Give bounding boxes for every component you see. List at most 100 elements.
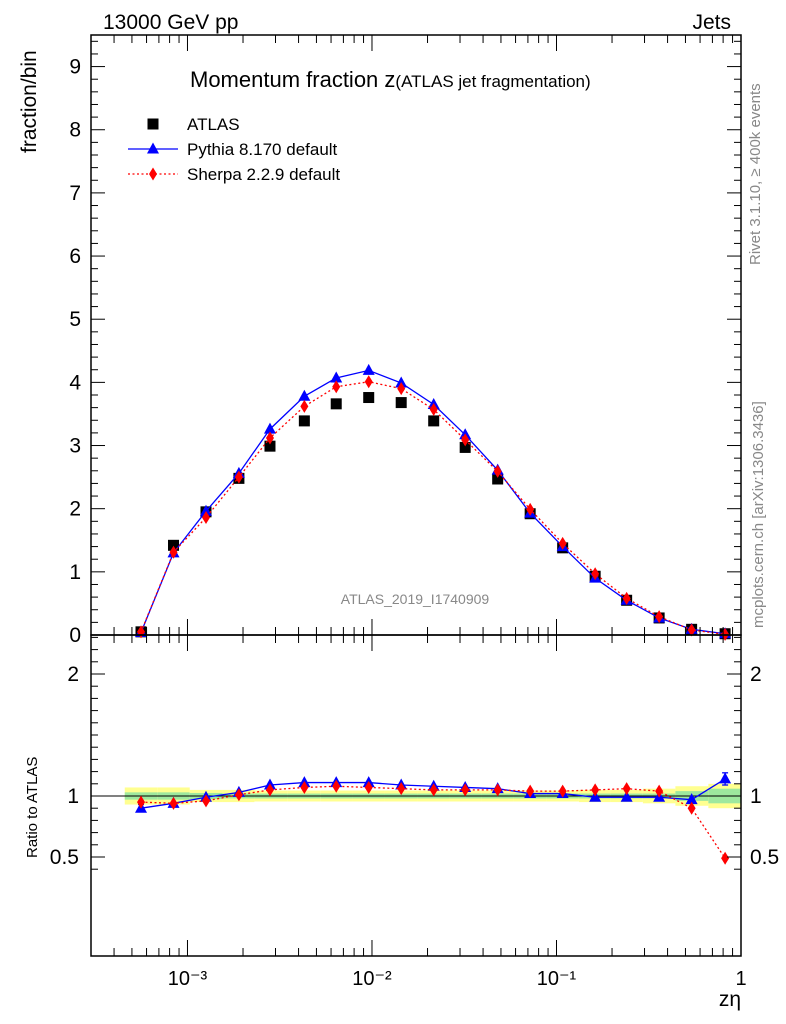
sherpa-2-2-9-default-ratio-point [493,783,502,797]
sherpa-2-2-9-default-ratio-point [526,784,535,798]
main-panel: 0 1 2 3 4 5 6 7 8 9 fraction/bin Momentum fractio… [18,34,742,647]
sherpa-2-2-9-default-point [591,567,600,581]
analysis-watermark: ATLAS_2019_I1740909 [341,591,490,607]
sherpa-2-2-9-default-ratio-point [461,783,470,797]
sherpa-2-2-9-default-point [364,375,373,389]
pythia-8-170-default-point [298,389,311,401]
sherpa-2-2-9-default-point [234,470,243,484]
atlas-point [395,397,407,409]
main-y-tick-label: 8 [69,119,81,142]
sherpa-2-2-9-default-point [429,403,438,417]
sherpa-2-2-9-default-ratio-point [591,783,600,797]
x-axis-label: zη [719,988,741,1011]
header-process-label: Jets [692,11,731,34]
sherpa-2-2-9-default-point [687,623,696,637]
ratio-y-tick-label-right: 1 [750,785,762,808]
main-y-tick-label: 7 [69,182,81,205]
header-energy-label: 13000 GeV pp [103,11,238,34]
ratio-y-tick-label-left: 2 [67,663,79,686]
sherpa-2-2-9-default-ratio-point [137,795,146,809]
legend-marker-pythia-8-170-default [147,142,159,154]
main-y-tick-label: 9 [69,56,81,79]
sherpa-2-2-9-default-ratio-point [364,780,373,794]
sherpa-2-2-9-default-point [526,502,535,516]
x-tick-label: 10⁻¹ [537,968,577,990]
sherpa-2-2-9-default-ratio-point [201,794,210,808]
main-y-tick-label: 0 [69,624,81,647]
main-y-tick-label: 4 [69,371,81,394]
sherpa-2-2-9-default-ratio-point [721,851,730,865]
atlas-point [363,392,375,404]
x-axis-layer: 10⁻³ 10⁻² 10⁻¹ 1 [90,35,747,990]
pythia-8-170-default-point [395,376,408,388]
atlas-point [330,398,342,410]
chart-title-main: Momentum fraction z [190,67,395,92]
legend-label-atlas: ATLAS [187,115,240,134]
sherpa-2-2-9-default-ratio-point [332,779,341,793]
pythia-8-170-default-point [330,371,343,383]
sherpa-2-2-9-default-ratio-point [234,788,243,802]
sherpa-2-2-9-default-ratio-point [265,783,274,797]
main-y-tick-label: 6 [69,245,81,268]
sherpa-2-2-9-default-point [265,431,274,445]
ratio-y-axis-label: Ratio to ATLAS [24,757,41,858]
sherpa-2-2-9-default-ratio-point [655,784,664,798]
atlas-point [459,441,471,453]
pythia-8-170-default-point [199,504,212,516]
ratio-y-tick-label-right: 2 [750,663,762,686]
main-y-tick-label: 5 [69,308,81,331]
sherpa-2-2-9-default-ratio-point [687,801,696,815]
sherpa-2-2-9-default-ratio-point [169,796,178,810]
sherpa-2-2-9-default-point [461,433,470,447]
main-series-layer [135,363,732,641]
sherpa-2-2-9-default-ratio-point [300,780,309,794]
ratio-y-tick-label-left: 1 [67,785,79,808]
main-y-axis-label: fraction/bin [18,50,41,153]
legend-marker-atlas [147,118,159,130]
sherpa-2-2-9-default-point [201,511,210,525]
main-y-tick-label: 2 [69,498,81,521]
legend-label-sherpa-2-2-9-default: Sherpa 2.2.9 default [187,165,340,184]
sherpa-2-2-9-default-point [332,380,341,394]
x-tick-label: 1 [735,968,746,990]
chart-title-sub: (ATLAS jet fragmentation) [395,72,590,91]
pythia-8-170-default-ratio-point [719,772,732,784]
rivet-version-label: Rivet 3.1.10, ≥ 400k events [747,83,764,265]
sherpa-2-2-9-default-ratio-point [397,782,406,796]
main-y-tick-label: 1 [69,561,81,584]
ratio-panel: 0.5 0.5 1 1 2 2 Ratio to ATLAS [24,634,779,957]
mcplots-reference-label: mcplots.cern.ch [arXiv:1306.3436] [750,401,767,628]
legend: ATLAS Pythia 8.170 default Sherpa 2.2.9 de… [128,115,340,184]
legend-label-pythia-8-170-default: Pythia 8.170 default [187,140,338,159]
sherpa-2-2-9-default-point [622,591,631,605]
sherpa-2-2-9-default-point [169,545,178,559]
sherpa-2-2-9-default-point [493,464,502,478]
legend-marker-sherpa-2-2-9-default [149,167,157,181]
pythia-8-170-default-ratio-point [620,790,633,802]
main-y-tick-label: 3 [69,435,81,458]
sherpa-2-2-9-default-point [397,382,406,396]
atlas-point [298,415,310,427]
x-tick-label: 10⁻² [352,968,392,990]
atlas-point [492,473,504,485]
sherpa-2-2-9-default-ratio-point [429,783,438,797]
ratio-axes-layer: 0.5 0.5 1 1 2 2 [50,636,779,870]
pythia-8-170-default-ratio-point [685,793,698,805]
ratio-series-layer [135,772,732,865]
atlas-point [428,415,440,427]
pythia-8-170-default-point [362,363,375,375]
sherpa-2-2-9-default-ratio-point [558,784,567,798]
ratio-y-tick-label-left: 0.5 [50,846,79,869]
sherpa-2-2-9-default-point [300,399,309,413]
pythia-8-170-default-point [263,422,276,434]
atlas-point [168,539,180,551]
x-tick-label: 10⁻³ [168,968,208,990]
sherpa-2-2-9-default-point [558,536,567,550]
sherpa-2-2-9-default-point [655,610,664,624]
chart-title: Momentum fraction z(ATLAS jet fragmentat… [190,67,591,92]
sherpa-2-2-9-default-ratio-point [622,782,631,796]
main-axes-layer: 0 1 2 3 4 5 6 7 8 9 [69,40,741,647]
ratio-y-tick-label-right: 0.5 [750,846,779,869]
atlas-point [264,440,276,452]
